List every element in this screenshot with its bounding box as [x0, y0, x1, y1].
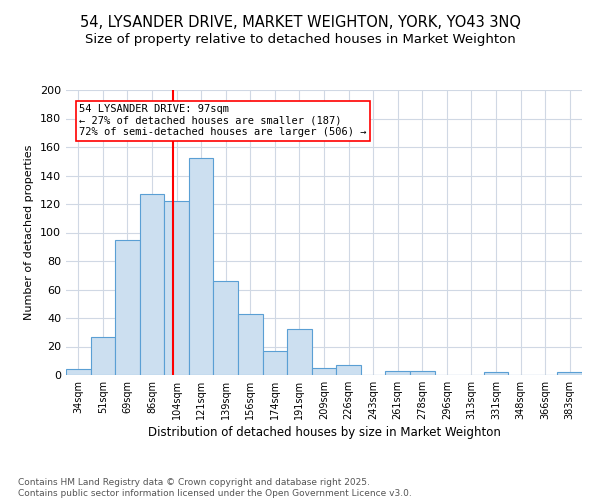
Bar [385, 370, 410, 375]
Y-axis label: Number of detached properties: Number of detached properties [25, 145, 34, 320]
Text: 54, LYSANDER DRIVE, MARKET WEIGHTON, YORK, YO43 3NQ: 54, LYSANDER DRIVE, MARKET WEIGHTON, YOR… [79, 15, 521, 30]
X-axis label: Distribution of detached houses by size in Market Weighton: Distribution of detached houses by size … [148, 426, 500, 439]
Bar [115, 240, 140, 375]
Bar [189, 158, 214, 375]
Bar [140, 194, 164, 375]
Bar [214, 281, 238, 375]
Bar [557, 372, 582, 375]
Text: Size of property relative to detached houses in Market Weighton: Size of property relative to detached ho… [85, 32, 515, 46]
Bar [238, 314, 263, 375]
Bar [263, 351, 287, 375]
Bar [312, 368, 336, 375]
Text: 54 LYSANDER DRIVE: 97sqm
← 27% of detached houses are smaller (187)
72% of semi-: 54 LYSANDER DRIVE: 97sqm ← 27% of detach… [79, 104, 367, 138]
Text: Contains HM Land Registry data © Crown copyright and database right 2025.
Contai: Contains HM Land Registry data © Crown c… [18, 478, 412, 498]
Bar [484, 372, 508, 375]
Bar [287, 330, 312, 375]
Bar [336, 365, 361, 375]
Bar [410, 370, 434, 375]
Bar [164, 201, 189, 375]
Bar [91, 336, 115, 375]
Bar [66, 370, 91, 375]
